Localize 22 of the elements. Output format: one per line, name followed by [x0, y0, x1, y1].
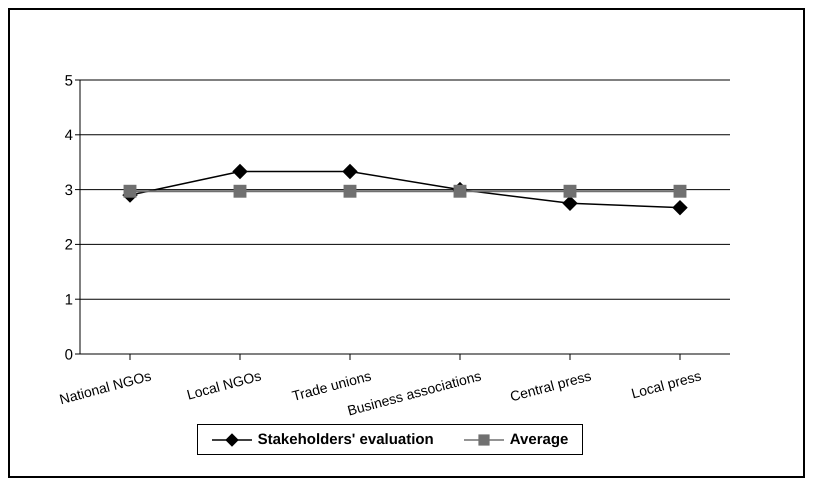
y-tick-label: 0	[64, 346, 73, 364]
point	[454, 184, 466, 198]
point	[234, 184, 246, 198]
x-tick-label: National NGOs	[58, 367, 153, 408]
point	[564, 184, 576, 198]
point	[674, 184, 686, 198]
point	[344, 184, 356, 198]
y-tick-label: 1	[64, 292, 73, 309]
y-tick-label: 3	[64, 182, 73, 199]
legend-label: Stakeholders' evaluation	[256, 431, 434, 448]
point	[672, 200, 688, 216]
y-tick-label: 4	[64, 127, 73, 144]
y-tick-label: 2	[64, 236, 73, 254]
point	[232, 164, 248, 180]
x-tick-label: Local press	[629, 367, 703, 402]
legend-label: Average	[508, 431, 568, 448]
x-tick-label: Central press	[508, 367, 593, 404]
point	[124, 184, 136, 198]
point	[342, 164, 358, 180]
point	[562, 196, 578, 211]
y-tick-label: 5	[64, 72, 73, 90]
x-tick-label: Local NGOs	[184, 367, 263, 403]
